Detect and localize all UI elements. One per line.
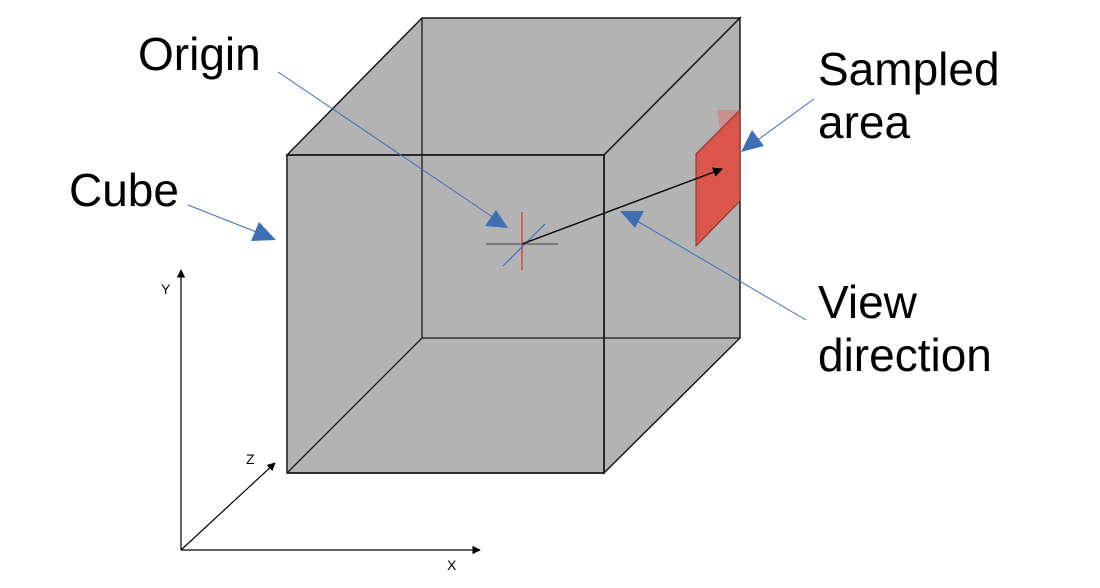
pointer-sampled-area-line [751, 98, 815, 145]
sampled-area-label-line2: area [818, 96, 910, 148]
y-axis-label: Y [161, 281, 171, 297]
z-axis-label: Z [246, 451, 255, 467]
pointer-cube-line [187, 204, 265, 236]
cube-hidden-edge [286, 337, 423, 474]
view-direction-arrow [521, 167, 723, 245]
pointer-view-direction-line [631, 217, 807, 321]
pointer-origin [277, 71, 508, 228]
cube-label: Cube [69, 164, 179, 216]
view-direction-label-line2: direction [818, 329, 992, 381]
pointer-sampled-area-head [741, 130, 764, 152]
pointer-view-direction-head [620, 211, 644, 228]
pointer-cube-head [251, 222, 276, 241]
x-axis-label: X [447, 557, 457, 573]
sampled-area-quad [695, 108, 741, 248]
coordinate-axes: Y X Z [161, 269, 481, 573]
origin-marker-diagonal [502, 223, 546, 267]
z-axis [180, 462, 276, 551]
view-direction-label-line1: View [818, 276, 918, 328]
pointer-origin-line [277, 71, 498, 221]
pointer-view-direction [620, 211, 807, 321]
cube [285, 16, 742, 475]
pointer-sampled-area [741, 98, 815, 152]
origin-label: Origin [138, 28, 261, 80]
pointer-origin-head [485, 210, 508, 228]
sampled-area-shape [695, 108, 741, 248]
pointer-cube [187, 204, 276, 241]
sampled-area-label-line1: Sampled [818, 43, 1000, 95]
